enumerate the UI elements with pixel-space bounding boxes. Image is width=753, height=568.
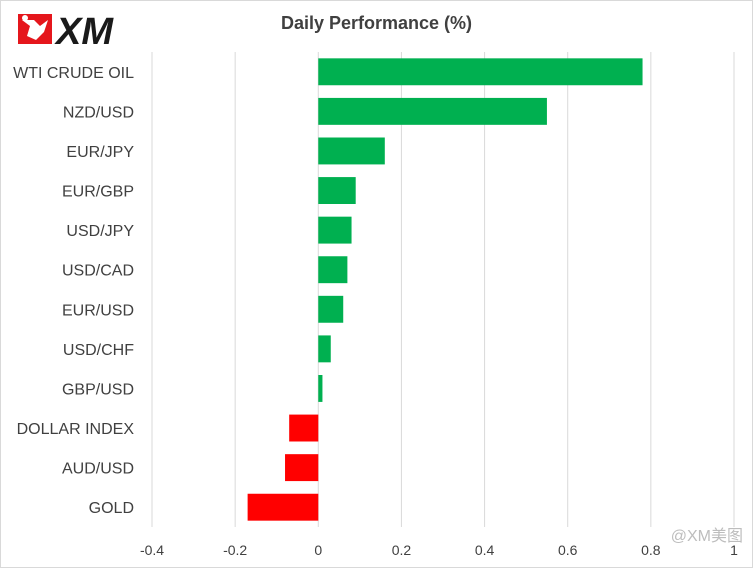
category-label: EUR/JPY [66, 144, 134, 161]
bull-icon [18, 14, 52, 44]
x-tick-label: -0.4 [140, 542, 164, 558]
bar [318, 295, 344, 323]
category-labels: WTI CRUDE OIL NZD/USD EUR/JPY EUR/GBP USD/JP… [13, 65, 134, 517]
x-tick-label: 0.8 [641, 542, 661, 558]
category-label: GBP/USD [62, 381, 134, 398]
bar [318, 216, 352, 244]
chart-title: Daily Performance (%) [280, 13, 473, 33]
logo-text: XM [54, 11, 114, 50]
bar [285, 454, 319, 482]
x-tick-label: 0.4 [475, 542, 495, 558]
category-label: AUD/USD [62, 461, 134, 478]
xm-logo: XM [18, 11, 114, 50]
x-tick-label: 0 [314, 542, 322, 558]
bars [247, 58, 643, 521]
bar [318, 335, 331, 363]
x-tick-labels: -0.4 -0.2 0 0.2 0.4 0.6 0.8 1 [140, 542, 738, 558]
bar [289, 414, 319, 442]
bar [318, 256, 348, 284]
bar [318, 375, 323, 402]
grid-lines [151, 52, 735, 527]
x-tick-label: 0.6 [558, 542, 578, 558]
category-label: WTI CRUDE OIL [13, 65, 134, 82]
category-label: NZD/USD [63, 104, 134, 121]
category-label: USD/JPY [66, 223, 134, 240]
category-label: EUR/USD [62, 302, 134, 319]
bar [318, 58, 643, 86]
bar [318, 177, 356, 204]
x-tick-label: 0.2 [392, 542, 412, 558]
bar [318, 97, 547, 125]
bar [247, 493, 319, 521]
category-label: DOLLAR INDEX [17, 421, 135, 438]
category-label: USD/CAD [62, 263, 134, 280]
bar [318, 137, 385, 165]
category-label: GOLD [89, 500, 134, 517]
category-label: USD/CHF [63, 342, 134, 359]
category-label: EUR/GBP [62, 184, 134, 201]
x-tick-label: 1 [730, 542, 738, 558]
x-tick-label: -0.2 [223, 542, 247, 558]
watermark: @XM美图 [670, 528, 743, 545]
